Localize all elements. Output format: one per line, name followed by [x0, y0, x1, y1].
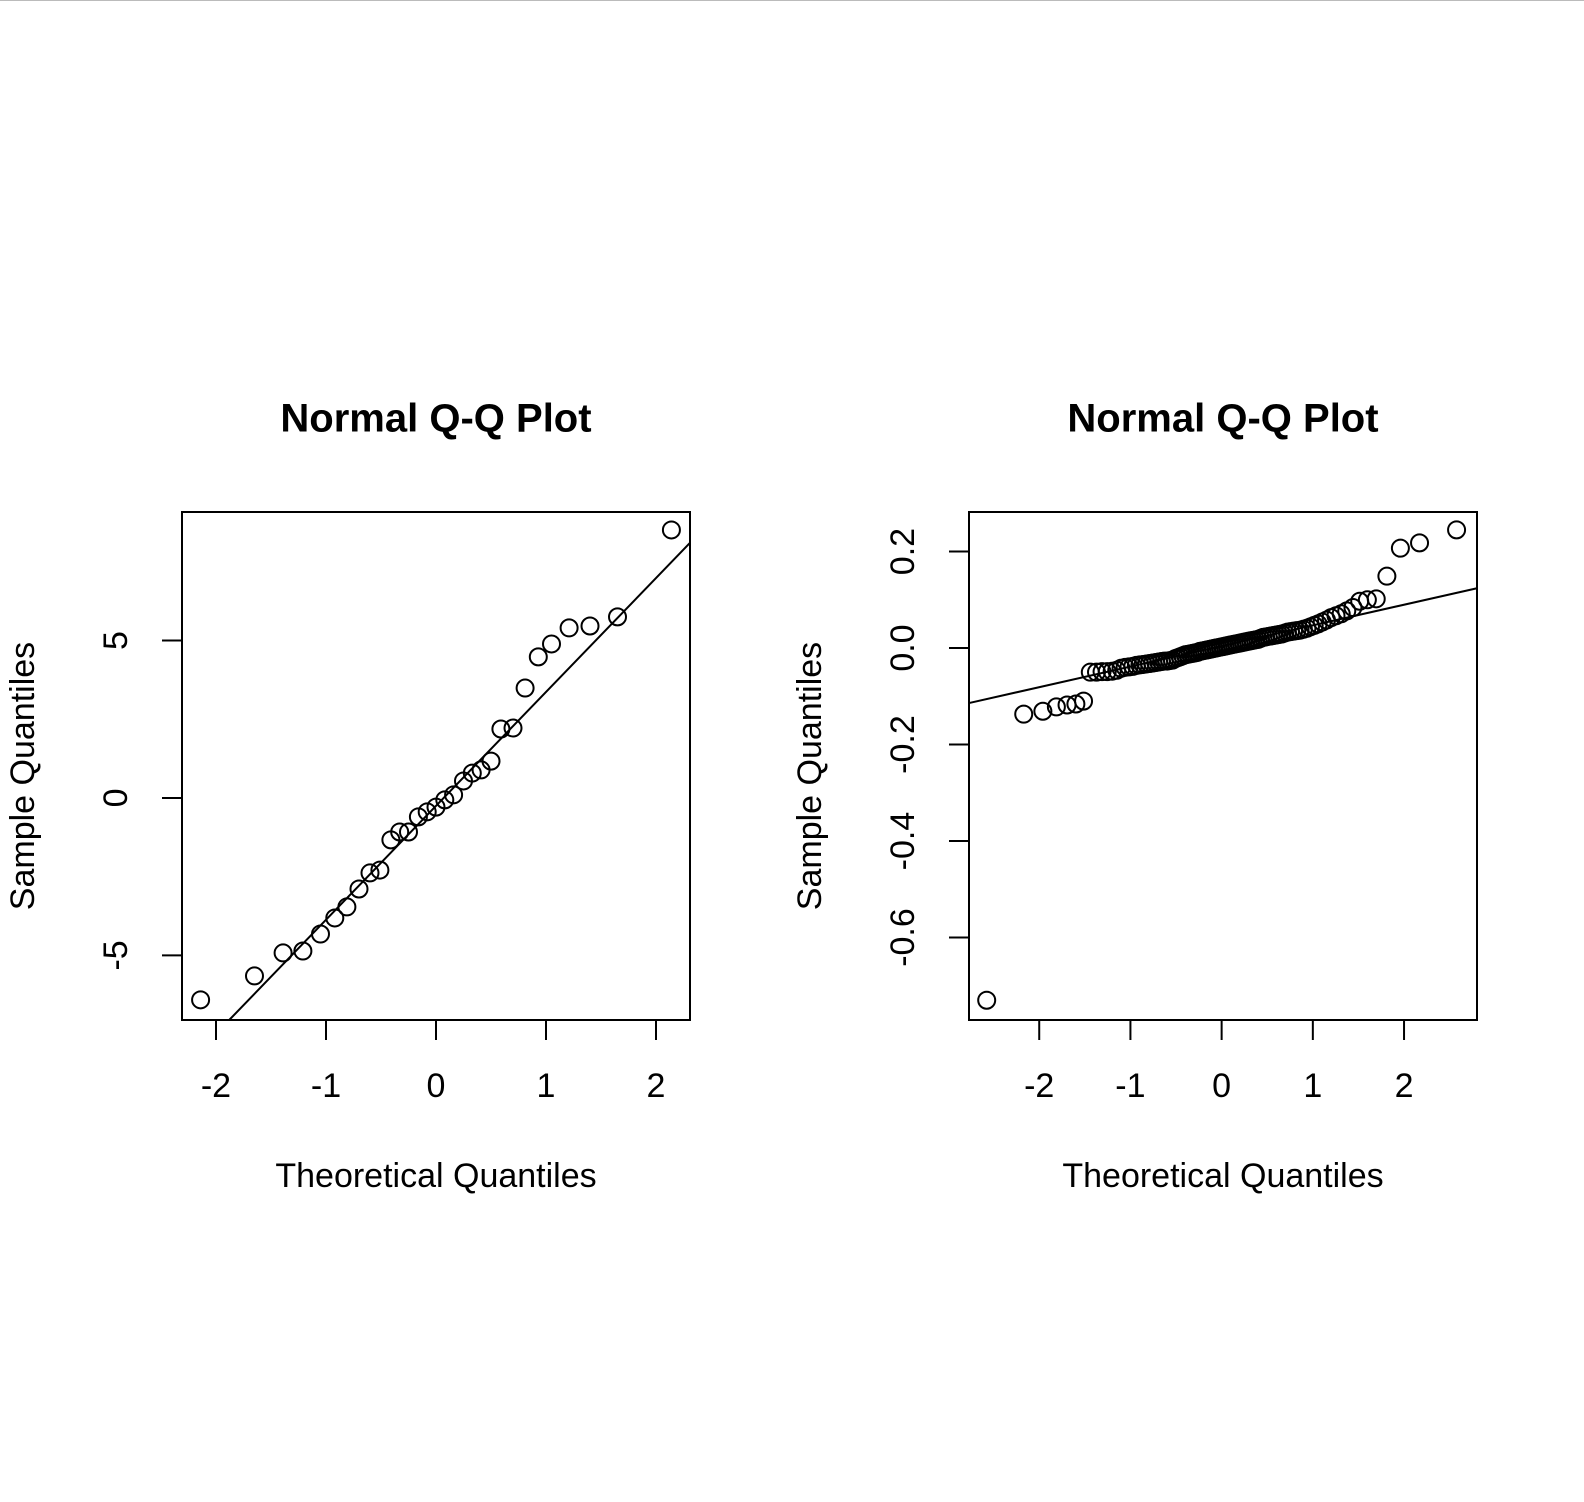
- point: [1390, 538, 1410, 558]
- point: [481, 751, 501, 771]
- point: [977, 990, 997, 1010]
- point: [515, 678, 535, 698]
- x-tick-label: 1: [537, 1067, 556, 1105]
- x-tick-label: -2: [201, 1067, 231, 1105]
- point: [1087, 662, 1107, 682]
- point: [398, 822, 418, 842]
- point: [1410, 533, 1430, 553]
- reference-line: [228, 542, 691, 1021]
- x-axis-label: Theoretical Quantiles: [275, 1157, 596, 1195]
- point: [1033, 701, 1053, 721]
- y-tick-label: -5: [97, 940, 135, 970]
- point: [503, 718, 523, 738]
- point: [1092, 662, 1112, 682]
- point: [293, 941, 313, 961]
- y-axis-label: Sample Quantiles: [791, 642, 829, 910]
- point: [390, 822, 410, 842]
- y-axis-label: Sample Quantiles: [4, 642, 42, 910]
- y-tick-label: 0.2: [884, 528, 922, 575]
- point: [273, 943, 293, 963]
- point: [337, 897, 357, 917]
- point: [462, 763, 482, 783]
- x-tick-label: 0: [427, 1067, 446, 1105]
- point: [370, 860, 390, 880]
- point: [191, 990, 211, 1010]
- x-tick-label: -1: [1115, 1067, 1145, 1105]
- point: [1377, 566, 1397, 586]
- point: [360, 863, 380, 883]
- y-tick-label: -0.6: [884, 908, 922, 967]
- y-tick-label: 0.0: [884, 624, 922, 671]
- point: [1074, 691, 1094, 711]
- point: [444, 785, 464, 805]
- point: [1046, 697, 1066, 717]
- y-tick-label: -0.4: [884, 812, 922, 871]
- y-tick-label: 5: [97, 631, 135, 650]
- x-tick-label: 0: [1212, 1067, 1231, 1105]
- point: [310, 924, 330, 944]
- x-axis-label: Theoretical Quantiles: [1062, 1157, 1383, 1195]
- y-tick-label: 0: [97, 789, 135, 808]
- point: [608, 607, 628, 627]
- point: [1357, 590, 1377, 610]
- point: [1343, 598, 1363, 618]
- y-tick-label: -0.2: [884, 715, 922, 774]
- point: [661, 520, 681, 540]
- plot-frame: [181, 511, 691, 1021]
- point: [1014, 704, 1034, 724]
- point: [491, 719, 511, 739]
- x-tick-label: 2: [1395, 1067, 1414, 1105]
- point: [1366, 589, 1386, 609]
- point: [349, 879, 369, 899]
- x-tick-label: -1: [311, 1067, 341, 1105]
- chart-title: Normal Q-Q Plot: [1067, 397, 1378, 441]
- x-tick-label: 1: [1303, 1067, 1322, 1105]
- point: [244, 966, 264, 986]
- point: [542, 634, 562, 654]
- point: [559, 618, 579, 638]
- x-tick-label: -2: [1024, 1067, 1054, 1105]
- point: [417, 802, 437, 822]
- point: [528, 647, 548, 667]
- chart-title: Normal Q-Q Plot: [280, 397, 591, 441]
- point: [580, 616, 600, 636]
- plot-frame: [968, 511, 1478, 1021]
- x-tick-label: 2: [647, 1067, 666, 1105]
- point: [1447, 520, 1467, 540]
- point: [325, 908, 345, 928]
